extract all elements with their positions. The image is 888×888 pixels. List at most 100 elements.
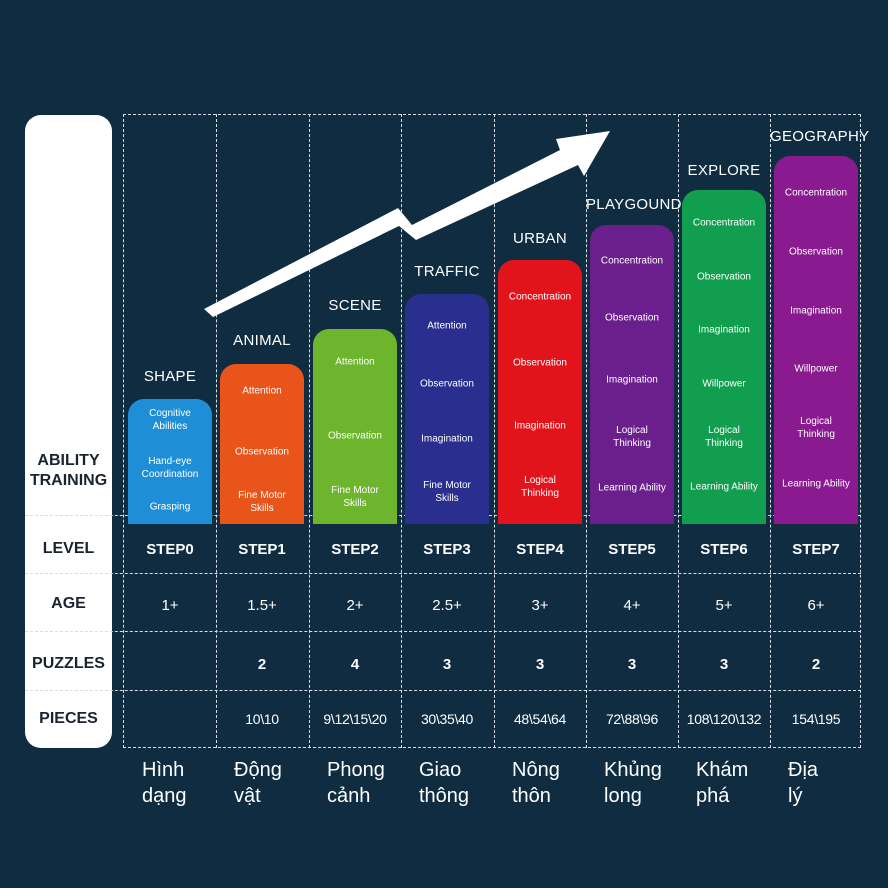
pieces-cell: 154\195 xyxy=(791,711,841,727)
vietnamese-caption: Khủng long xyxy=(604,757,696,809)
skill-label: Attention xyxy=(242,385,282,397)
column-title: SCENE xyxy=(328,297,382,314)
vietnamese-caption: Nông thôn xyxy=(512,757,604,809)
column-title: PLAYGOUND xyxy=(586,196,682,213)
skill-label: Observation xyxy=(513,357,567,369)
caption-line: Khám xyxy=(696,759,749,781)
puzzles-cell: 2 xyxy=(811,656,821,673)
grid-vertical-line xyxy=(678,114,679,748)
skill-label: Imagination xyxy=(698,324,750,336)
skill-label: Hand-eye Coordination xyxy=(141,455,199,480)
age-cell: 2.5+ xyxy=(432,597,462,614)
grid-vertical-line xyxy=(401,114,402,748)
level-cell: STEP5 xyxy=(608,541,656,558)
row-label-age: AGE xyxy=(51,595,86,612)
skill-label: Observation xyxy=(235,446,289,458)
skill-label: Imagination xyxy=(514,420,566,432)
puzzles-cell: 3 xyxy=(442,656,452,673)
caption-line: thôn xyxy=(512,785,551,807)
grid-vertical-line xyxy=(216,114,217,748)
skill-label: Attention xyxy=(427,320,467,332)
skill-label: Willpower xyxy=(702,378,746,390)
pieces-cell: 9\12\15\20 xyxy=(323,711,387,727)
skill-label: Observation xyxy=(605,312,659,324)
ability-label-line1: ABILITY xyxy=(37,452,100,469)
row-label-ability: ABILITY TRAINING xyxy=(25,451,112,491)
age-cell: 3+ xyxy=(531,597,549,614)
row-label-level: LEVEL xyxy=(42,540,95,557)
pieces-cell: 72\88\96 xyxy=(605,711,659,727)
grid-vertical-line xyxy=(586,114,587,748)
age-cell: 4+ xyxy=(623,597,641,614)
column-title: SHAPE xyxy=(143,368,197,385)
column-title: TRAFFIC xyxy=(414,263,480,280)
row-label-pieces: PIECES xyxy=(39,710,98,727)
puzzles-cell: 3 xyxy=(535,656,545,673)
skill-label: Imagination xyxy=(421,433,473,445)
puzzles-cell: 4 xyxy=(350,656,360,673)
vietnamese-caption: Giao thông xyxy=(419,757,511,809)
skill-label: Learning Ability xyxy=(690,481,758,493)
pieces-cell: 10\10 xyxy=(245,711,279,727)
puzzles-cell: 3 xyxy=(719,656,729,673)
age-cell: 5+ xyxy=(715,597,733,614)
grid-frame xyxy=(123,114,861,748)
caption-line: Nông xyxy=(512,759,560,781)
skill-label: Observation xyxy=(789,246,843,258)
grid-horizontal-line xyxy=(25,573,861,574)
skill-label: Fine Motor Skills xyxy=(423,479,471,504)
caption-line: cảnh xyxy=(327,785,371,807)
age-cell: 1.5+ xyxy=(247,597,277,614)
ability-label-line2: TRAINING xyxy=(29,472,108,489)
age-cell: 6+ xyxy=(807,597,825,614)
skill-label: Learning Ability xyxy=(782,478,850,490)
caption-line: Địa xyxy=(788,759,819,781)
ability-bar: Cognitive Abilities Hand-eye Coordination… xyxy=(128,399,212,524)
level-cell: STEP7 xyxy=(792,541,840,558)
pieces-cell: 108\120\132 xyxy=(686,711,762,727)
skill-label: Logical Thinking xyxy=(705,425,743,450)
skill-label: Fine Motor Skills xyxy=(331,484,379,509)
ability-bar: Concentration Observation Imagination Logic… xyxy=(590,225,674,524)
caption-line: dạng xyxy=(142,785,187,807)
ability-bar: Attention Observation Fine Motor Skills xyxy=(313,329,397,524)
caption-line: vật xyxy=(234,785,261,807)
level-cell: STEP1 xyxy=(238,541,286,558)
pieces-cell: 30\35\40 xyxy=(420,711,474,727)
column-title: GEOGRAPHY xyxy=(770,128,870,145)
ability-bar: Concentration Observation Imagination Willp… xyxy=(774,156,858,524)
ability-bar: Attention Observation Fine Motor Skills xyxy=(220,364,304,524)
row-label-panel xyxy=(25,115,112,748)
skill-label: Grasping xyxy=(149,501,191,512)
grid-vertical-line xyxy=(309,114,310,748)
pieces-cell: 48\54\64 xyxy=(513,711,567,727)
vietnamese-caption: Phong cảnh xyxy=(327,757,419,809)
skill-label: Imagination xyxy=(606,374,658,386)
caption-line: thông xyxy=(419,785,470,807)
skill-label: Logical Thinking xyxy=(521,475,559,500)
ability-bar: Concentration Observation Imagination Willp… xyxy=(682,190,766,524)
column-title: ANIMAL xyxy=(233,332,291,349)
age-cell: 1+ xyxy=(161,597,179,614)
level-cell: STEP0 xyxy=(146,541,194,558)
age-cell: 2+ xyxy=(346,597,364,614)
row-label-puzzles: PUZZLES xyxy=(32,655,105,672)
level-cell: STEP3 xyxy=(423,541,471,558)
grid-horizontal-line xyxy=(25,631,861,632)
skill-label: Logical Thinking xyxy=(797,416,835,441)
caption-line: Phong xyxy=(327,759,385,781)
grid-vertical-line xyxy=(494,114,495,748)
caption-line: phá xyxy=(696,785,730,807)
skill-label: Concentration xyxy=(784,187,848,199)
column-title: EXPLORE xyxy=(687,162,761,179)
grid-vertical-line xyxy=(770,114,771,748)
level-cell: STEP2 xyxy=(331,541,379,558)
caption-line: Hình xyxy=(142,759,185,781)
skill-label: Observation xyxy=(328,430,382,442)
caption-line: lý xyxy=(788,785,803,807)
level-cell: STEP6 xyxy=(700,541,748,558)
skill-label: Concentration xyxy=(600,255,664,267)
vietnamese-caption: Hình dạng xyxy=(142,757,234,809)
